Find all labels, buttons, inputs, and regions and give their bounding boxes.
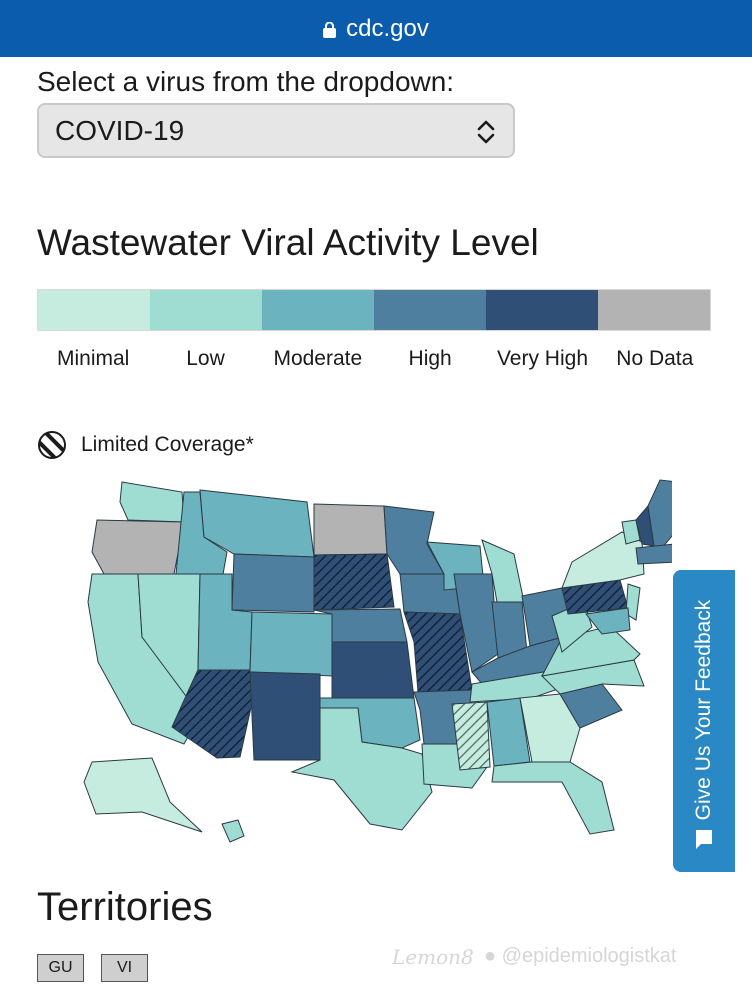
- territory-vi[interactable]: VI: [101, 954, 148, 982]
- state-nm[interactable]: [249, 671, 321, 761]
- chevron-up-down-icon: [477, 120, 495, 144]
- virus-select[interactable]: COVID-19: [37, 103, 515, 158]
- map-title: Wastewater Viral Activity Level: [37, 222, 539, 263]
- feedback-button[interactable]: Give Us Your Feedback: [673, 570, 735, 872]
- legend-label-low: Low: [186, 347, 225, 370]
- us-map: [83, 479, 672, 843]
- territory-gu[interactable]: GU: [37, 954, 84, 982]
- state-il[interactable]: [453, 573, 499, 673]
- state-ms[interactable]: [451, 701, 491, 771]
- legend-swatch-low: [150, 290, 262, 330]
- state-or[interactable]: [91, 519, 185, 575]
- virus-select-value: COVID-19: [55, 114, 185, 146]
- user-icon: ●: [484, 945, 502, 967]
- legend-bar: [37, 289, 711, 331]
- state-fl[interactable]: [491, 761, 615, 835]
- watermark-user: ● @epidemiologistkat: [484, 945, 677, 967]
- state-tx[interactable]: [290, 707, 433, 831]
- legend-swatch-very-high: [486, 290, 598, 330]
- state-ga[interactable]: [519, 693, 581, 763]
- state-vt[interactable]: [621, 519, 641, 545]
- state-ks[interactable]: [331, 641, 415, 699]
- state-ma[interactable]: [635, 543, 672, 565]
- state-hi[interactable]: [221, 819, 245, 843]
- legend-swatch-high: [374, 290, 486, 330]
- lock-icon: [323, 21, 337, 38]
- state-sd[interactable]: [313, 553, 395, 611]
- state-nj[interactable]: [625, 583, 641, 621]
- watermark-app: Lemon8: [392, 945, 474, 969]
- legend-label-very-high: Very High: [496, 347, 588, 370]
- legend-label-high: High: [408, 347, 452, 370]
- legend-swatch-no-data: [598, 290, 710, 330]
- legend-swatch-minimal: [38, 290, 150, 330]
- virus-select-label: Select a virus from the dropdown:: [37, 66, 455, 97]
- legend-label-no-data: No Data: [616, 347, 694, 370]
- state-mn[interactable]: [383, 505, 445, 575]
- territories-heading: Territories: [37, 885, 213, 929]
- state-ak[interactable]: [83, 757, 203, 833]
- legend-swatch-moderate: [262, 290, 374, 330]
- comment-icon: [696, 830, 712, 849]
- state-nd[interactable]: [313, 503, 388, 556]
- state-md[interactable]: [585, 607, 631, 635]
- state-co[interactable]: [249, 611, 333, 677]
- state-ny[interactable]: [561, 531, 645, 589]
- state-wa[interactable]: [119, 481, 185, 523]
- browser-url-bar[interactable]: cdc.gov: [0, 0, 752, 57]
- legend-label-minimal: Minimal: [56, 347, 130, 370]
- limited-coverage-label: Limited Coverage*: [81, 433, 254, 456]
- limited-coverage-legend: Limited Coverage*: [37, 430, 254, 460]
- feedback-label: Give Us Your Feedback: [692, 599, 715, 821]
- legend-label-moderate: Moderate: [273, 347, 363, 370]
- legend-labels: Minimal Low Moderate High Very High No D…: [37, 345, 711, 372]
- hatch-pattern-icon: [38, 431, 66, 459]
- url-text: cdc.gov: [346, 14, 429, 42]
- state-wy[interactable]: [231, 553, 315, 613]
